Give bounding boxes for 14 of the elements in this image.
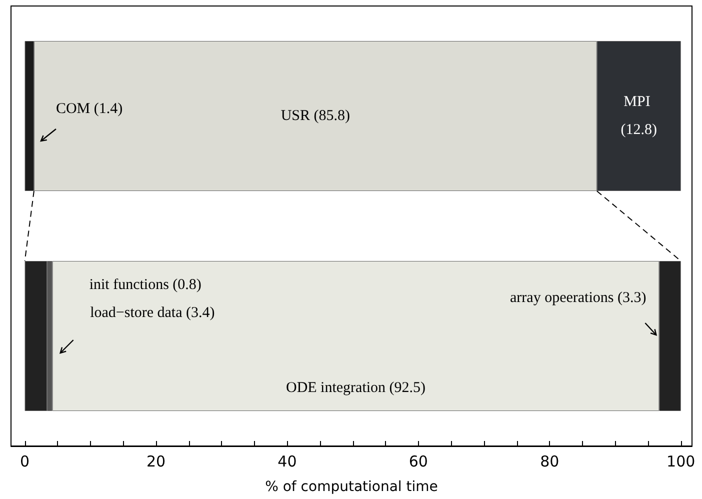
x-tick-label: 60	[408, 452, 428, 470]
data-label: load−store data (3.4)	[90, 305, 215, 321]
x-tick-label: 80	[540, 452, 560, 470]
x-axis-title: % of computational time	[265, 479, 438, 495]
data-label: init functions (0.8)	[89, 277, 202, 293]
data-label: COM (1.4)	[56, 101, 123, 117]
x-tick-label: 0	[20, 452, 30, 470]
x-tick-label: 20	[146, 452, 166, 470]
data-label: ODE integration (92.5)	[286, 380, 426, 396]
data-label: USR (85.8)	[280, 108, 350, 124]
data-label: array opeerations (3.3)	[510, 290, 646, 306]
x-tick-label: 100	[666, 452, 696, 470]
x-tick-label: 40	[278, 452, 297, 470]
data-label: MPI (12.8)	[620, 94, 657, 138]
